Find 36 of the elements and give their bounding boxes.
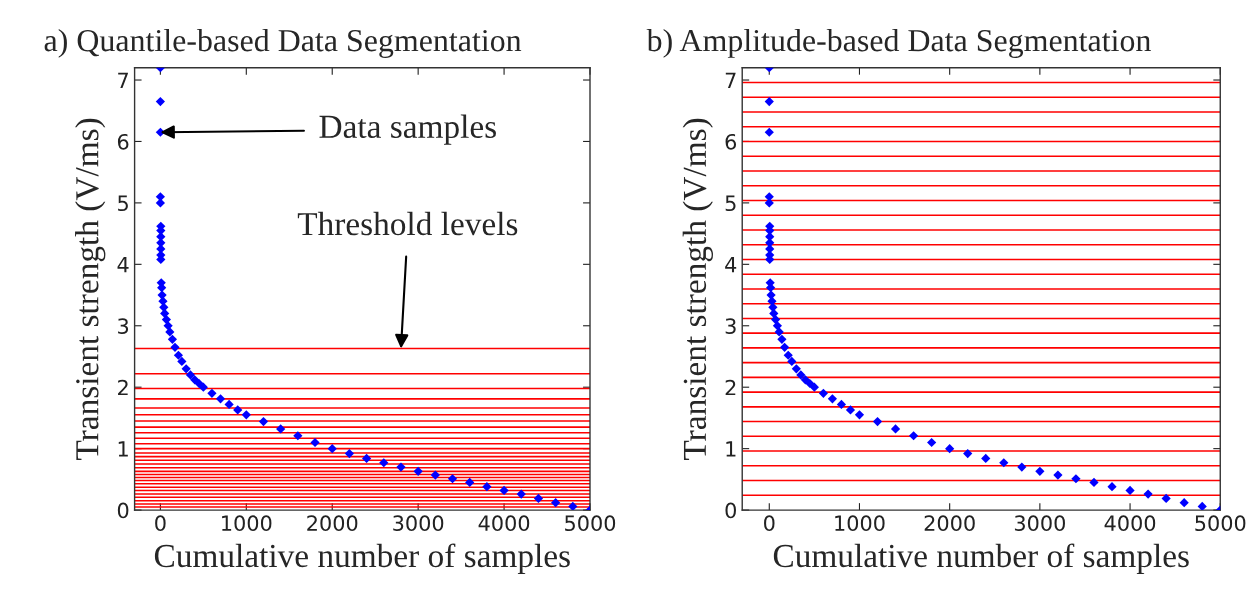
y-tick-label: 4 (725, 257, 737, 273)
chart-title: a) Quantile-based Data Segmentation (44, 28, 522, 58)
x-tick-label: 1000 (222, 515, 272, 532)
y-tick-label: 2 (118, 379, 128, 396)
y-tick-label: 7 (725, 72, 736, 88)
x-tick-label: 2000 (924, 515, 975, 532)
x-axis-title: Cumulative number of samples (773, 543, 1189, 574)
y-tick-label: 5 (725, 195, 736, 212)
y-axis-title: Transient strength (V/ms) (682, 118, 713, 460)
x-tick-label: 4000 (1104, 515, 1156, 532)
x-tick-label: 2000 (307, 515, 358, 532)
annotation: Threshold levels (297, 211, 518, 236)
y-tick-label: 0 (725, 502, 736, 519)
y-tick-label: 1 (118, 441, 128, 457)
y-tick-label: 3 (118, 318, 129, 334)
y-tick-label: 2 (725, 379, 736, 396)
x-tick-label: 3000 (1014, 515, 1065, 532)
y-axis-title: Transient strength (V/ms) (75, 118, 106, 460)
x-tick-label: 0 (764, 515, 775, 532)
y-tick-label: 4 (117, 257, 129, 273)
x-tick-label: 5000 (565, 515, 616, 532)
x-tick-label: 5000 (1195, 515, 1246, 532)
y-tick-label: 6 (725, 133, 737, 150)
annotation: Data samples (319, 114, 496, 145)
x-axis-title: Cumulative number of samples (154, 543, 570, 574)
x-tick-label: 4000 (478, 515, 530, 532)
y-tick-label: 5 (118, 195, 128, 212)
y-tick-label: 6 (117, 133, 129, 150)
chart-title: b) Amplitude-based Data Segmentation (646, 28, 1151, 58)
y-tick-label: 3 (725, 318, 736, 334)
y-tick-label: 1 (726, 441, 736, 457)
x-tick-label: 0 (155, 515, 166, 532)
x-tick-label: 3000 (393, 515, 444, 532)
y-tick-label: 7 (118, 72, 128, 88)
y-tick-label: 0 (117, 502, 129, 519)
x-tick-label: 1000 (835, 515, 885, 532)
